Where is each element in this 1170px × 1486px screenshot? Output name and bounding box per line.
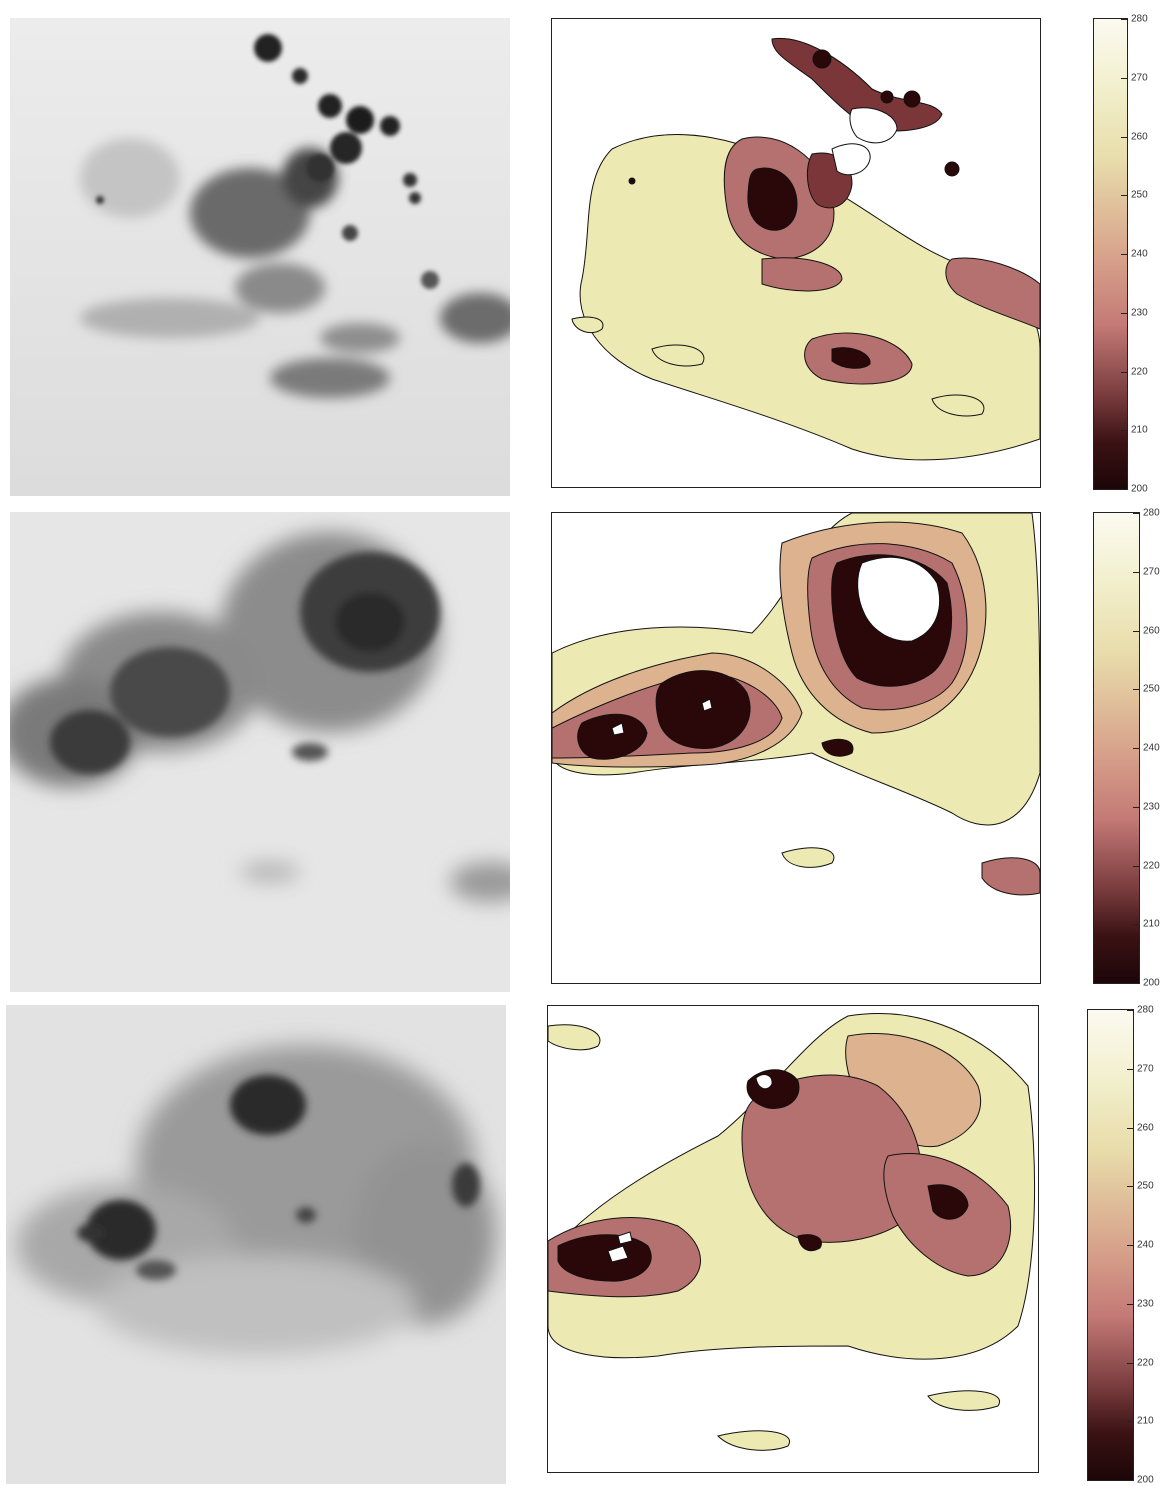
colorbar-tick-label: 240 [1137,1239,1154,1251]
contour-map-1 [551,18,1041,488]
colorbar-tick-label: 230 [1131,307,1148,319]
colorbar-tick-label: 210 [1137,1415,1154,1427]
colorbar-tick-label: 280 [1143,507,1160,519]
figure-row-2: 280 270 260 250 240 230 220 210 200 [0,500,1170,995]
colorbar-tick-label: 270 [1131,72,1148,84]
colorbar-gradient [1088,1010,1133,1480]
contour-map-3 [547,1005,1039,1473]
colorbar-tick-label: 260 [1137,1122,1154,1133]
colorbar-tick-label: 250 [1137,1180,1154,1192]
figure-row-1: 280 270 260 250 240 230 220 210 200 [0,0,1170,500]
contour-map-2 [551,512,1041,984]
colorbar-tick-label: 270 [1137,1063,1154,1075]
satellite-image-2 [10,512,510,992]
colorbar-3: 280 270 260 250 240 230 220 210 200 [1087,1005,1154,1486]
colorbar-tick-label: 260 [1143,625,1160,636]
colorbar-tick-label: 230 [1143,801,1160,813]
colorbar-tick-label: 230 [1137,1298,1154,1310]
colorbar-tick-label: 200 [1137,1474,1154,1486]
colorbar-tick-label: 210 [1143,918,1160,930]
colorbar-tick-label: 210 [1131,424,1148,436]
colorbar-tick-label: 200 [1143,977,1160,989]
colorbar-1: 280 270 260 250 240 230 220 210 200 [1093,14,1148,495]
colorbar-tick-label: 220 [1131,366,1148,377]
colorbar-gradient [1094,513,1139,983]
colorbar-tick-label: 250 [1131,189,1148,201]
colorbar-tick-label: 220 [1137,1357,1154,1368]
colorbar-tick-label: 270 [1143,566,1160,578]
colorbar-tick-label: 200 [1131,483,1148,495]
colorbar-tick-label: 250 [1143,683,1160,695]
colorbar-tick-label: 240 [1131,248,1148,260]
colorbar-tick-label: 260 [1131,131,1148,142]
figure-row-3: 280 270 260 250 240 230 220 210 200 [0,995,1170,1486]
colorbar-tick-label: 240 [1143,742,1160,754]
colorbar-tick-label: 220 [1143,860,1160,871]
satellite-image-3 [6,1005,506,1484]
satellite-image-1 [10,18,510,496]
colorbar-tick-label: 280 [1131,13,1148,25]
colorbar-tick-label: 280 [1137,1004,1154,1016]
colorbar-2: 280 270 260 250 240 230 220 210 200 [1093,508,1160,989]
